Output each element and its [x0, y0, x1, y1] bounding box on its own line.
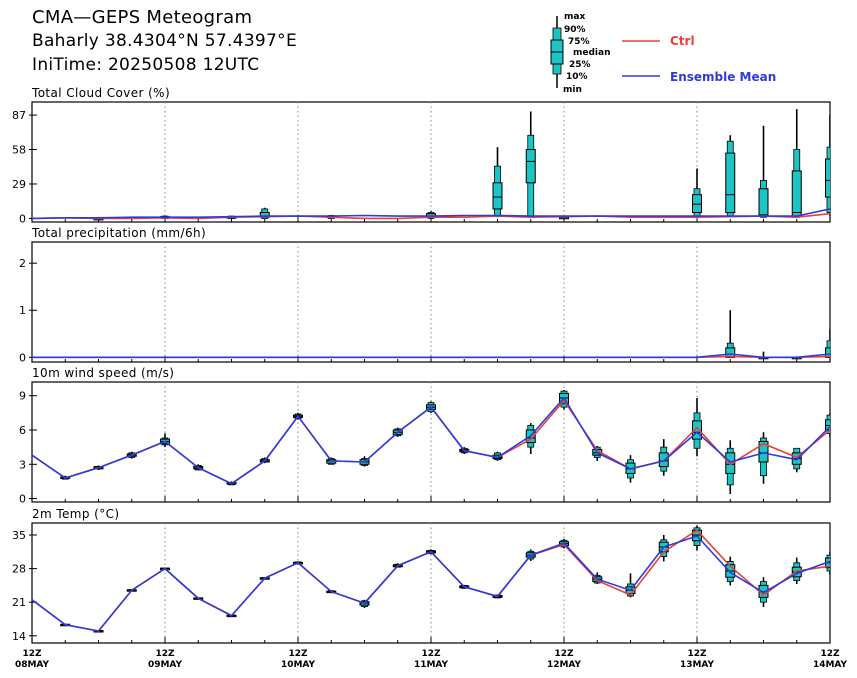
- x-tick-date-label: 12MAY: [547, 660, 582, 670]
- panel-title-wind: 10m wind speed (m/s): [32, 366, 175, 380]
- legend-max-label: max: [564, 12, 586, 22]
- x-tick-date-label: 13MAY: [680, 660, 715, 670]
- y-tick-label: 0: [19, 351, 26, 364]
- panel-2: 0 3 6 9: [19, 381, 831, 506]
- box-p25-p75: [825, 158, 830, 198]
- y-tick-label: 58: [12, 144, 26, 157]
- box-p25-p75: [492, 182, 503, 210]
- x-tick-hour-label: 12Z: [554, 649, 574, 659]
- x-tick-hour-label: 12Z: [820, 649, 840, 659]
- y-tick-label: 87: [12, 109, 26, 122]
- ensemble-box: [825, 329, 830, 358]
- ensemble-mean-line: [32, 208, 830, 220]
- y-tick-label: 29: [12, 178, 26, 191]
- y-tick-label: 0: [19, 212, 26, 225]
- x-tick-hour-label: 12Z: [288, 649, 308, 659]
- ensemble-box: [825, 412, 830, 437]
- legend-p10-label: 10%: [566, 72, 588, 82]
- panel-plot-area: [32, 109, 830, 221]
- x-tick-date-label: 14MAY: [813, 660, 848, 670]
- ensemble-box: [758, 432, 769, 484]
- y-tick-label: 3: [19, 458, 26, 471]
- box-p25-p75: [758, 440, 769, 463]
- legend-ctrl-label: Ctrl: [670, 34, 695, 48]
- ensemble-mean-line: [32, 396, 830, 485]
- ensemble-box: [525, 111, 536, 217]
- panel-plot-area: [32, 390, 830, 494]
- y-tick-label: 28: [12, 563, 26, 576]
- ensemble-mean-line: [32, 353, 830, 359]
- legend-mean-label: Ensemble Mean: [670, 70, 777, 84]
- y-tick-label: 0: [19, 493, 26, 506]
- box-p25-p75: [825, 347, 830, 358]
- y-tick-label: 21: [12, 596, 26, 609]
- box-p25-p75: [692, 420, 702, 440]
- ensemble-box: [160, 433, 170, 448]
- x-tick-hour-label: 12Z: [687, 649, 707, 659]
- ensemble-box: [825, 115, 830, 217]
- panel-plot-area: [32, 310, 830, 360]
- x-tick-date-label: 08MAY: [15, 660, 50, 670]
- panel-title-cloud: Total Cloud Cover (%): [32, 86, 171, 100]
- panel-title-temp: 2m Temp (°C): [32, 507, 120, 521]
- y-tick-label: 6: [19, 424, 26, 437]
- init-time-label: IniTime: 20250508 12UTC: [32, 55, 260, 75]
- panel-1: 0 1 2: [19, 241, 831, 364]
- ensemble-box: [692, 168, 702, 218]
- y-tick-label: 1: [19, 304, 26, 317]
- ctrl-line: [32, 212, 830, 220]
- ensemble-box: [725, 310, 736, 358]
- ensemble-box: [725, 556, 736, 586]
- legend-p75-label: 75%: [568, 37, 590, 47]
- meteogram-title: CMA—GEPS Meteogram: [32, 7, 253, 28]
- x-tick-date-label: 09MAY: [148, 660, 183, 670]
- panel-3: 14 21 28 35: [12, 522, 831, 644]
- x-tick-date-label: 11MAY: [414, 660, 449, 670]
- ensemble-box: [492, 147, 503, 218]
- legend-min-label: min: [563, 85, 582, 95]
- panel-title-precip: Total precipitation (mm/6h): [32, 226, 207, 240]
- box-p25-p75: [758, 188, 769, 217]
- box-p25-p75: [658, 452, 669, 468]
- box-p25-p75: [692, 194, 702, 213]
- panel-plot-area: [32, 525, 830, 633]
- x-tick-hour-label: 12Z: [421, 649, 441, 659]
- legend-p90-label: 90%: [564, 25, 586, 35]
- box-p25-p75: [525, 149, 536, 184]
- x-tick-hour-label: 12Z: [22, 649, 42, 659]
- ensemble-box: [791, 109, 802, 218]
- y-tick-label: 14: [12, 630, 26, 643]
- legend-p25-label: 25%: [569, 60, 591, 70]
- box-p25-p75: [825, 419, 830, 431]
- x-tick-hour-label: 12Z: [155, 649, 175, 659]
- ensemble-mean-line: [32, 535, 830, 632]
- x-tick-date-label: 10MAY: [281, 660, 316, 670]
- y-tick-label: 9: [19, 390, 26, 403]
- ctrl-line: [32, 529, 830, 632]
- ensemble-box: [725, 440, 736, 494]
- box-p25-p75: [791, 170, 802, 217]
- box-p25-p75: [725, 152, 736, 213]
- y-tick-label: 2: [19, 257, 26, 270]
- ensemble-box: [758, 125, 769, 218]
- panel-0: 0 29 58 87: [12, 101, 831, 225]
- legend-box-glyph: [550, 16, 564, 88]
- location-label: Baharly 38.4304°N 57.4397°E: [32, 31, 298, 51]
- ensemble-box: [725, 135, 736, 218]
- y-tick-label: 35: [12, 529, 26, 542]
- legend-median-label: median: [573, 48, 611, 58]
